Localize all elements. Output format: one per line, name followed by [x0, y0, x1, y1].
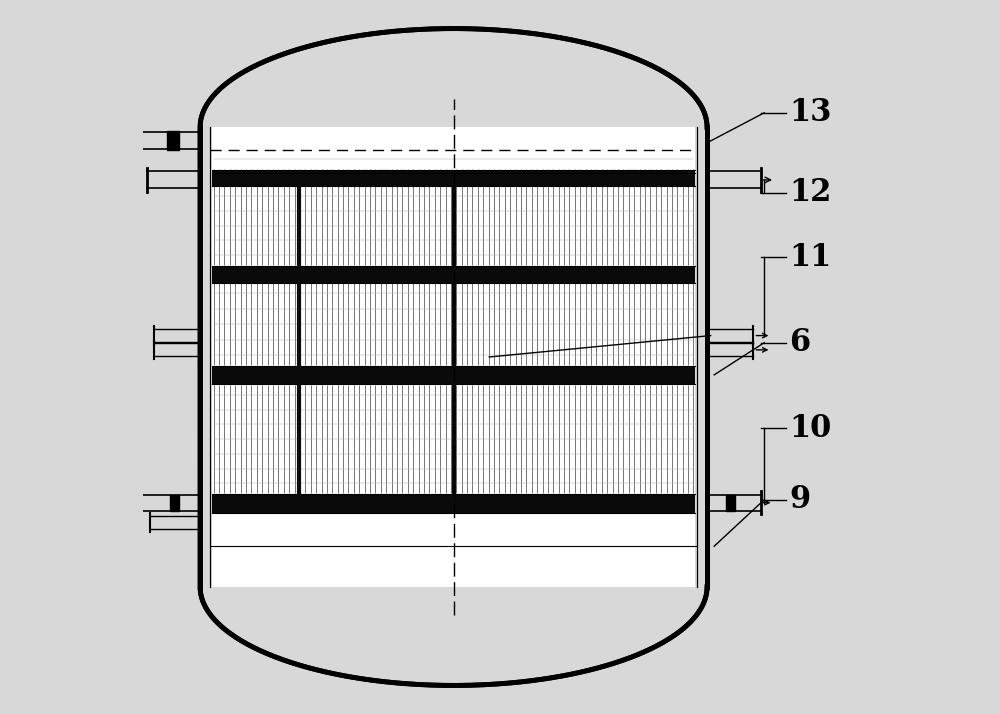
Bar [212, 494, 695, 513]
Bar [212, 266, 695, 283]
Bar [167, 131, 179, 150]
Text: 9: 9 [789, 484, 810, 516]
Bar [212, 173, 695, 513]
Bar [212, 170, 695, 173]
Text: 11: 11 [789, 241, 831, 273]
Bar [212, 186, 695, 266]
Bar [212, 366, 695, 384]
Text: 6: 6 [789, 327, 810, 358]
Bar [170, 495, 179, 511]
Text: 10: 10 [789, 413, 831, 444]
Bar [212, 170, 695, 186]
Text: 12: 12 [789, 177, 832, 208]
Bar [212, 384, 695, 494]
Text: 13: 13 [789, 97, 832, 129]
Bar [212, 513, 695, 587]
Bar [212, 127, 695, 173]
Bar [726, 495, 735, 511]
Bar [212, 283, 695, 366]
